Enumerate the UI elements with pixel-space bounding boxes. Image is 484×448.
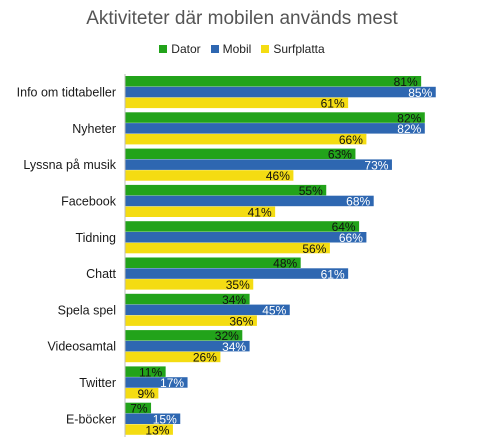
- category-label: Lyssna på musik: [23, 158, 116, 172]
- bar-surfplatta: [125, 315, 257, 326]
- category-label: Videosamtal: [47, 340, 116, 354]
- bar-mobil: [125, 413, 181, 424]
- category-label: Chatt: [86, 267, 116, 281]
- data-label-mobil: 66%: [339, 231, 363, 245]
- bar-mobil: [125, 123, 425, 134]
- data-label-dator: 64%: [332, 220, 356, 234]
- data-label-dator: 7%: [130, 402, 148, 416]
- data-label-dator: 63%: [328, 148, 352, 162]
- bar-dator: [125, 184, 327, 196]
- bar-surfplatta: [125, 206, 276, 217]
- legend-item-surfplatta: Surfplatta: [261, 42, 325, 56]
- data-label-dator: 32%: [215, 329, 239, 343]
- bar-dator: [125, 402, 152, 414]
- bar-mobil: [125, 159, 392, 170]
- bar-dator: [125, 148, 356, 160]
- category-label: E-böcker: [66, 412, 116, 426]
- bar-mobil: [125, 340, 250, 352]
- chart-title: Aktiviteter där mobilen används mest: [86, 8, 398, 29]
- data-label-surfplatta: 66%: [339, 133, 363, 147]
- legend-swatch-dator: [159, 45, 168, 53]
- bar-dator: [125, 112, 425, 123]
- legend: Dator Mobil Surfplatta: [0, 42, 484, 56]
- bar-surfplatta: [125, 242, 330, 254]
- legend-label-dator: Dator: [171, 42, 201, 56]
- bar-mobil: [125, 268, 349, 279]
- category-label: Spela spel: [58, 303, 116, 317]
- bar-dator: [125, 257, 301, 268]
- data-label-surfplatta: 56%: [302, 242, 326, 256]
- legend-label-surfplatta: Surfplatta: [273, 42, 325, 56]
- data-label-surfplatta: 36%: [229, 314, 253, 328]
- category-label: Twitter: [79, 376, 116, 390]
- legend-label-mobil: Mobil: [222, 42, 252, 56]
- data-label-surfplatta: 41%: [248, 206, 272, 220]
- data-label-surfplatta: 61%: [321, 97, 345, 111]
- data-label-surfplatta: 35%: [226, 278, 250, 292]
- bar-mobil: [125, 86, 436, 98]
- data-label-dator: 55%: [299, 184, 323, 198]
- bar-mobil: [125, 195, 374, 207]
- data-label-dator: 82%: [397, 111, 421, 125]
- bar-surfplatta: [125, 133, 367, 145]
- bar-dator: [125, 221, 360, 232]
- data-label-mobil: 15%: [153, 413, 177, 427]
- category-label: Facebook: [61, 194, 117, 208]
- bar-surfplatta: [125, 388, 159, 399]
- data-label-dator: 48%: [273, 257, 297, 271]
- data-label-surfplatta: 46%: [266, 169, 290, 183]
- data-label-mobil: 73%: [364, 158, 388, 172]
- bar-surfplatta: [125, 97, 349, 109]
- data-label-mobil: 68%: [346, 195, 370, 209]
- data-label-mobil: 34%: [222, 340, 246, 354]
- legend-swatch-mobil: [210, 45, 219, 53]
- data-label-surfplatta: 9%: [138, 387, 156, 401]
- data-label-mobil: 85%: [408, 86, 432, 100]
- data-label-mobil: 17%: [160, 376, 184, 390]
- bar-mobil: [125, 377, 188, 388]
- bar-surfplatta: [125, 279, 254, 290]
- data-label-mobil: 45%: [262, 304, 286, 318]
- data-label-surfplatta: 13%: [145, 423, 169, 437]
- data-label-surfplatta: 26%: [193, 351, 217, 365]
- legend-item-mobil: Mobil: [210, 42, 252, 56]
- bar-surfplatta: [125, 351, 221, 363]
- bar-dator: [125, 76, 422, 87]
- bar-dator: [125, 330, 243, 341]
- data-label-mobil: 82%: [397, 122, 421, 136]
- bar-dator: [125, 293, 250, 305]
- legend-item-dator: Dator: [159, 42, 201, 56]
- bar-surfplatta: [125, 424, 173, 435]
- data-label-dator: 34%: [222, 293, 246, 307]
- category-label: Tidning: [75, 231, 116, 245]
- data-label-mobil: 61%: [321, 267, 345, 281]
- legend-swatch-surfplatta: [261, 45, 270, 53]
- data-label-dator: 11%: [139, 365, 162, 379]
- bar-mobil: [125, 304, 290, 316]
- bar-surfplatta: [125, 170, 294, 181]
- category-label: Info om tidtabeller: [17, 86, 116, 100]
- data-label-dator: 81%: [394, 75, 418, 89]
- category-label: Nyheter: [72, 122, 116, 136]
- bar-dator: [125, 366, 166, 377]
- bar-mobil: [125, 232, 367, 243]
